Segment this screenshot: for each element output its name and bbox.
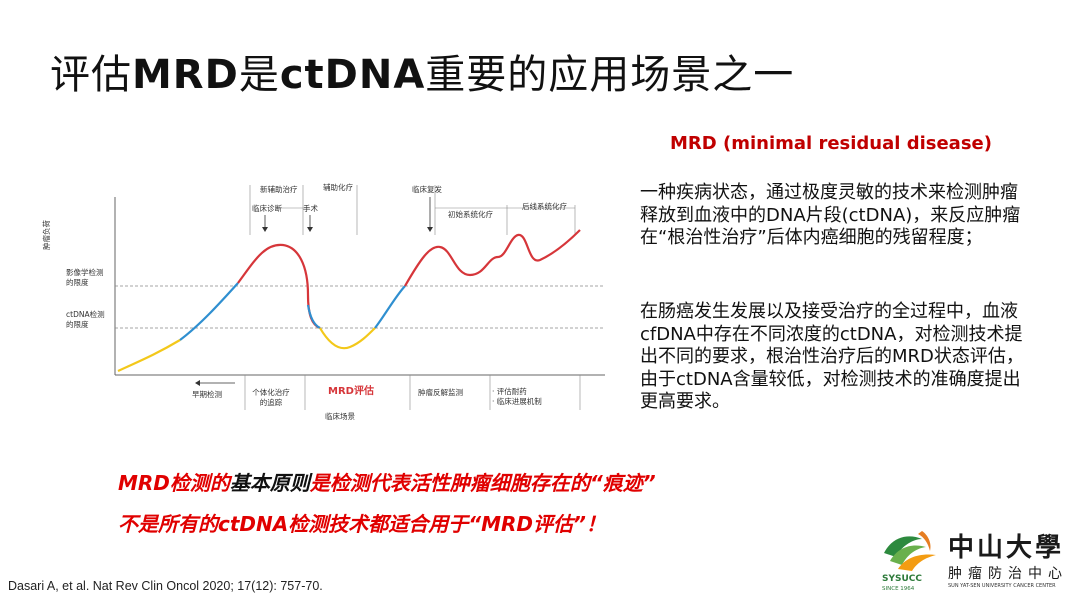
- logo-name-en: SUN YAT-SEN UNIVERSITY CANCER CENTER: [948, 583, 1056, 589]
- logo-abbr: SYSUCC: [882, 574, 922, 584]
- curve-blue-2: [306, 304, 321, 329]
- label-resistance: · 评估耐药: [492, 387, 527, 396]
- label-response-monitoring: 肿瘤反解监测: [418, 388, 463, 397]
- citation: Dasari A, et al. Nat Rev Clin Oncol 2020…: [8, 579, 323, 593]
- label-clinical-diagnosis: 临床诊断: [252, 204, 282, 213]
- mrd-heading: MRD (minimal residual disease): [670, 133, 992, 154]
- principle-statement: MRD检测的基本原则是检测代表活性肿瘤细胞存在的“痕迹”: [118, 471, 656, 495]
- label-surgery: 手术: [303, 204, 318, 213]
- label-clinical-relapse: 临床复发: [412, 185, 442, 194]
- slide-title: 评估MRD是ctDNA重要的应用场景之一: [50, 52, 795, 98]
- x-axis-label: 临床场景: [325, 412, 355, 421]
- suitability-statement: 不是所有的ctDNA检测技术都适合用于“MRD评估”！: [118, 512, 606, 536]
- label-neoadjuvant: 新辅助治疗: [260, 185, 298, 194]
- y-axis-label: 肿瘤负荷: [42, 220, 51, 250]
- curve-blue-3: [374, 285, 406, 329]
- logo-since: SINCE 1964: [882, 586, 915, 592]
- curve-blue-1: [179, 282, 239, 341]
- curve-yellow-1: [117, 339, 181, 372]
- mrd-figure: 肿瘤负荷 影像学检测 的限度 ctDNA检测 的限度 新辅助治疗 辅助化疗 临床…: [40, 175, 620, 435]
- mrd-definition: 一种疾病状态，通过极度灵敏的技术来检测肿瘤释放到血液中的DNA片段(ctDNA)…: [640, 182, 1021, 248]
- curve-yellow-2: [319, 327, 376, 350]
- label-first-line-chemo: 初始系统化疗: [448, 210, 493, 219]
- curve-red-2: [404, 229, 581, 287]
- label-mrd-assessment: MRD评估: [328, 386, 374, 397]
- logo-subtitle-cn: 肿瘤防治中心: [948, 566, 1068, 582]
- mrd-context: 在肠癌发生发展以及接受治疗的全过程中，血液cfDNA中存在不同浓度的ctDNA，…: [640, 301, 1024, 412]
- ctdna-threshold-label: ctDNA检测 的限度: [66, 310, 105, 329]
- label-early-detection: 早期检测: [192, 390, 222, 399]
- tumor-burden-diagram: [114, 185, 605, 410]
- label-personalized-tracking: 个体化治疗 的追踪: [252, 388, 290, 407]
- logo-name-cn: 中山大學: [948, 533, 1065, 563]
- label-progression-mechanism: · 临床进展机制: [492, 397, 542, 406]
- label-adjuvant-chemo: 辅助化疗: [323, 183, 353, 192]
- label-later-line-chemo: 后线系统化疗: [522, 202, 567, 211]
- imaging-threshold-label: 影像学检测 的限度: [66, 268, 104, 287]
- curve-red-1: [237, 243, 321, 330]
- logo-emblem-icon: [884, 531, 936, 571]
- sysucc-logo: 中山大學 肿瘤防治中心 SUN YAT-SEN UNIVERSITY CANCE…: [878, 525, 1074, 597]
